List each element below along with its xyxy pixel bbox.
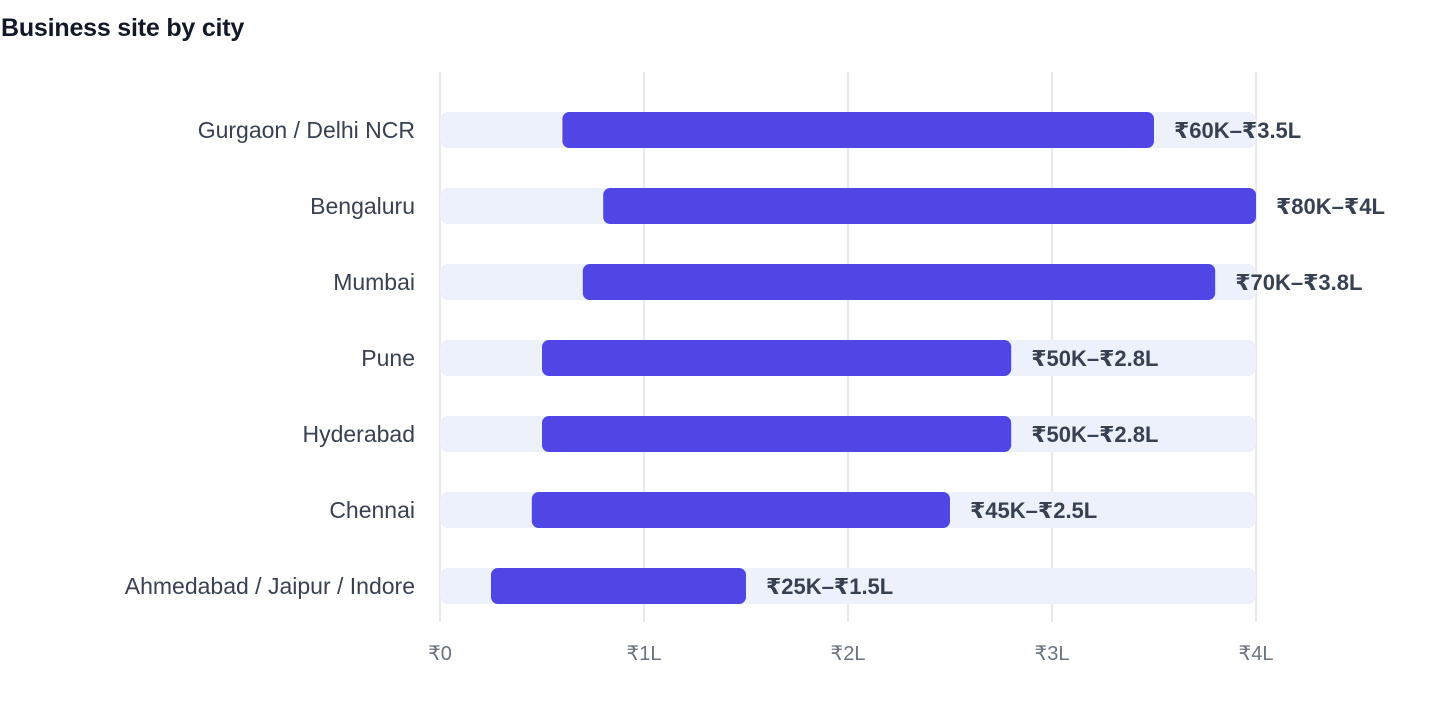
category-label: Ahmedabad / Jaipur / Indore — [125, 573, 415, 599]
category-label: Mumbai — [333, 269, 415, 295]
x-tick-label: ₹4L — [1239, 643, 1274, 665]
range-value-label: ₹80K–₹4L — [1276, 194, 1385, 219]
category-label: Chennai — [329, 497, 415, 523]
category-label: Bengaluru — [310, 193, 415, 219]
range-bar — [582, 264, 1216, 300]
chart-title: Business site by city — [1, 14, 245, 42]
range-bar — [542, 416, 1012, 452]
category-label: Gurgaon / Delhi NCR — [198, 117, 415, 143]
category-label: Pune — [361, 345, 415, 371]
category-label: Hyderabad — [302, 421, 415, 447]
range-bar — [542, 340, 1012, 376]
bars — [440, 112, 1256, 604]
range-value-label: ₹60K–₹3.5L — [1174, 118, 1301, 143]
range-bar — [531, 492, 950, 528]
range-value-label: ₹45K–₹2.5L — [970, 498, 1097, 523]
x-tick-label: ₹2L — [831, 643, 866, 665]
x-tick-label: ₹1L — [627, 643, 662, 665]
range-value-label: ₹25K–₹1.5L — [766, 574, 893, 599]
x-tick-label: ₹0 — [428, 643, 452, 665]
range-value-label: ₹50K–₹2.8L — [1031, 346, 1158, 371]
range-bar — [603, 188, 1256, 224]
range-bar — [562, 112, 1154, 148]
range-value-label: ₹50K–₹2.8L — [1031, 422, 1158, 447]
range-bar — [491, 568, 746, 604]
labels: ₹0 ₹1L ₹2L ₹3L ₹4L Gurgaon / Delhi NCR ₹60K–₹3… — [125, 117, 1385, 665]
x-tick-label: ₹3L — [1035, 643, 1070, 665]
range-value-label: ₹70K–₹3.8L — [1235, 270, 1362, 295]
